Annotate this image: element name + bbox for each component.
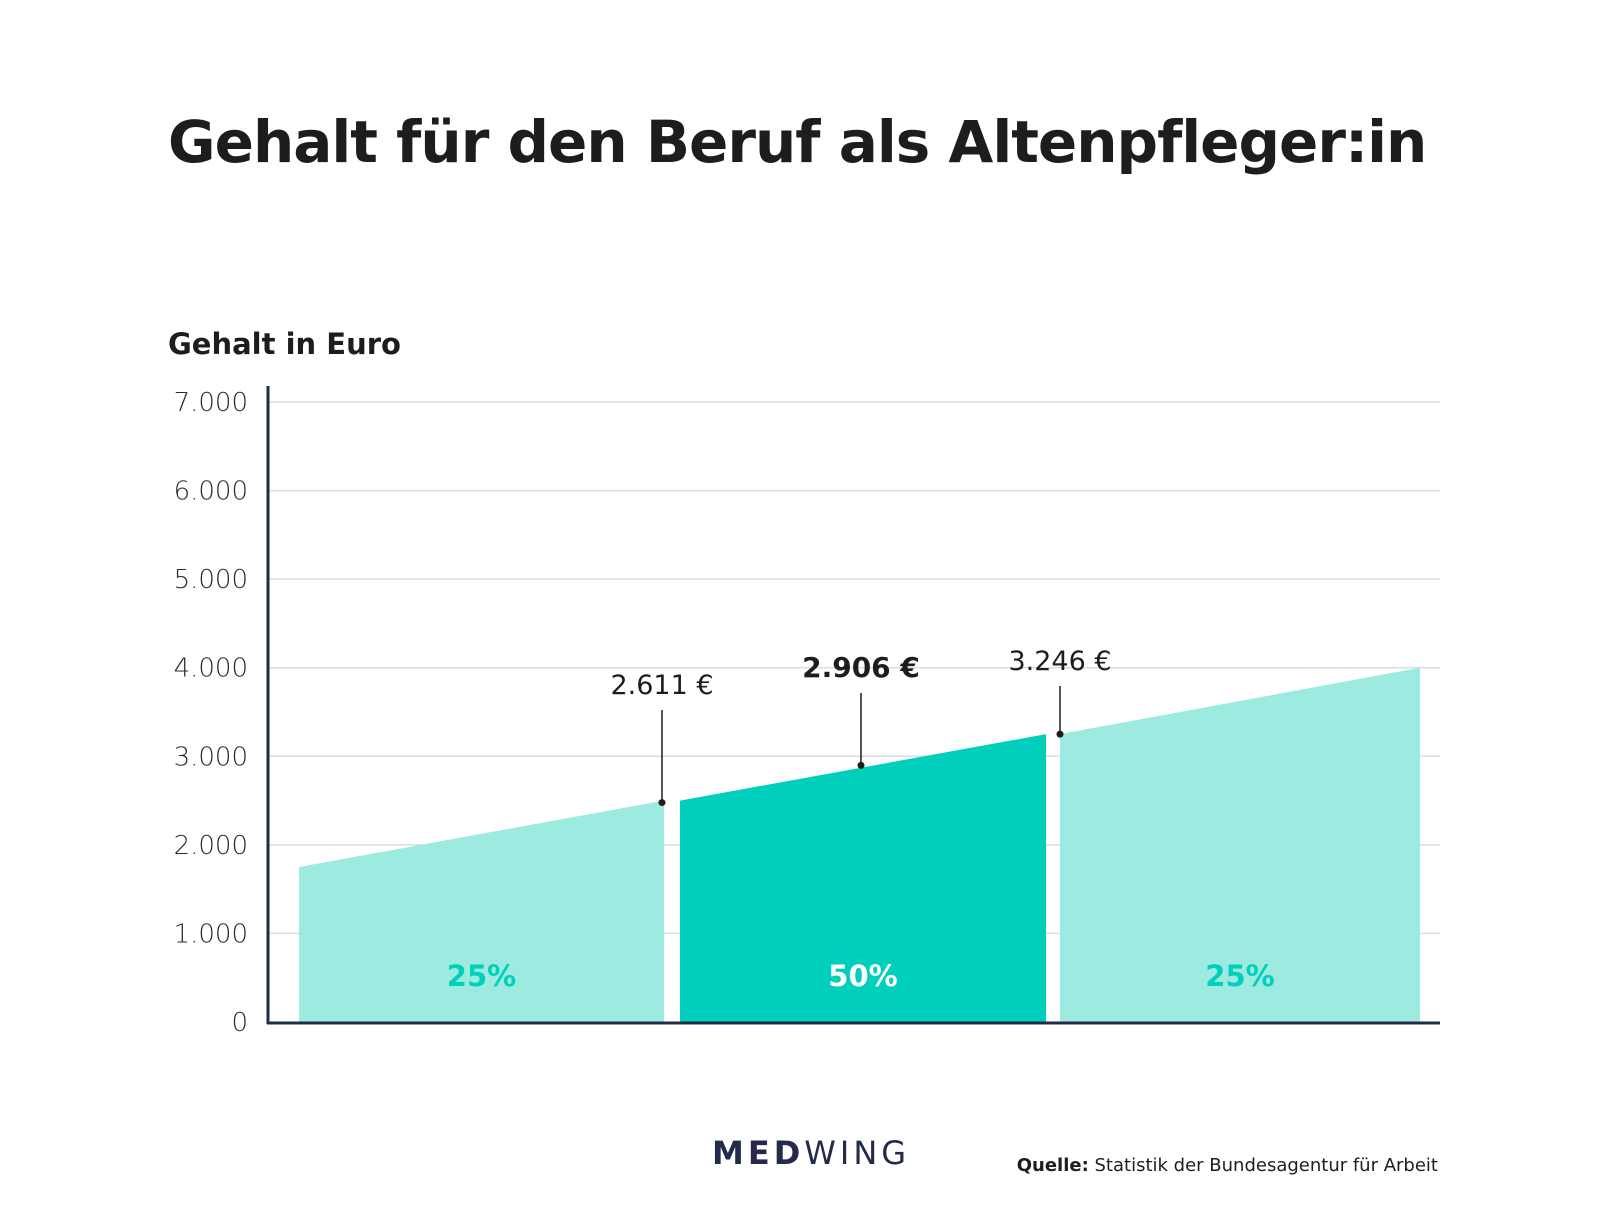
source-note: Quelle: Statistik der Bundesagentur für … (1017, 1155, 1438, 1176)
area-segment (299, 800, 664, 1022)
y-tick-label: 4.000 (174, 654, 248, 684)
marker-label: 2.611 € (610, 670, 713, 701)
salary-area-chart: Gehalt in Euro 0 1.000 2.000 3.000 4.000 5.00… (168, 327, 1440, 1038)
y-tick-label: 1.000 (174, 919, 248, 949)
source-text: Statistik der Bundesagentur für Arbeit (1088, 1155, 1439, 1176)
y-tick-label: 3.000 (174, 742, 248, 772)
area-segment (680, 734, 1046, 1022)
logo-part-wing: WING (804, 1134, 911, 1172)
y-tick-label: 2.000 (174, 831, 248, 861)
y-axis-ticks: 0 1.000 2.000 3.000 4.000 5.000 6.000 7.000 (174, 388, 248, 1038)
y-tick-label: 6.000 (174, 477, 248, 507)
marker-dot (857, 761, 865, 769)
logo-part-med: MED (712, 1134, 805, 1172)
share-label: 25% (447, 959, 516, 993)
medwing-logo: MEDWING (712, 1134, 910, 1172)
marker-label: 2.906 € (802, 651, 920, 684)
y-tick-label: 5.000 (174, 565, 248, 595)
marker-label: 3.246 € (1008, 646, 1111, 677)
y-tick-label: 7.000 (174, 388, 248, 418)
marker-dot (1056, 730, 1064, 738)
chart-title: Gehalt für den Beruf als Altenpfleger:in (168, 108, 1427, 176)
area-segment (1060, 667, 1420, 1022)
y-tick-label: 0 (231, 1008, 248, 1038)
y-axis-label: Gehalt in Euro (168, 327, 401, 361)
marker-dot (658, 799, 666, 807)
share-labels: 25% 50% 25% (447, 959, 1275, 993)
share-label: 50% (828, 959, 897, 993)
value-markers: 2.611 € 2.906 € 3.246 € (610, 646, 1112, 807)
area-segments (299, 667, 1420, 1022)
source-label: Quelle: (1016, 1155, 1089, 1176)
share-label: 25% (1205, 959, 1274, 993)
